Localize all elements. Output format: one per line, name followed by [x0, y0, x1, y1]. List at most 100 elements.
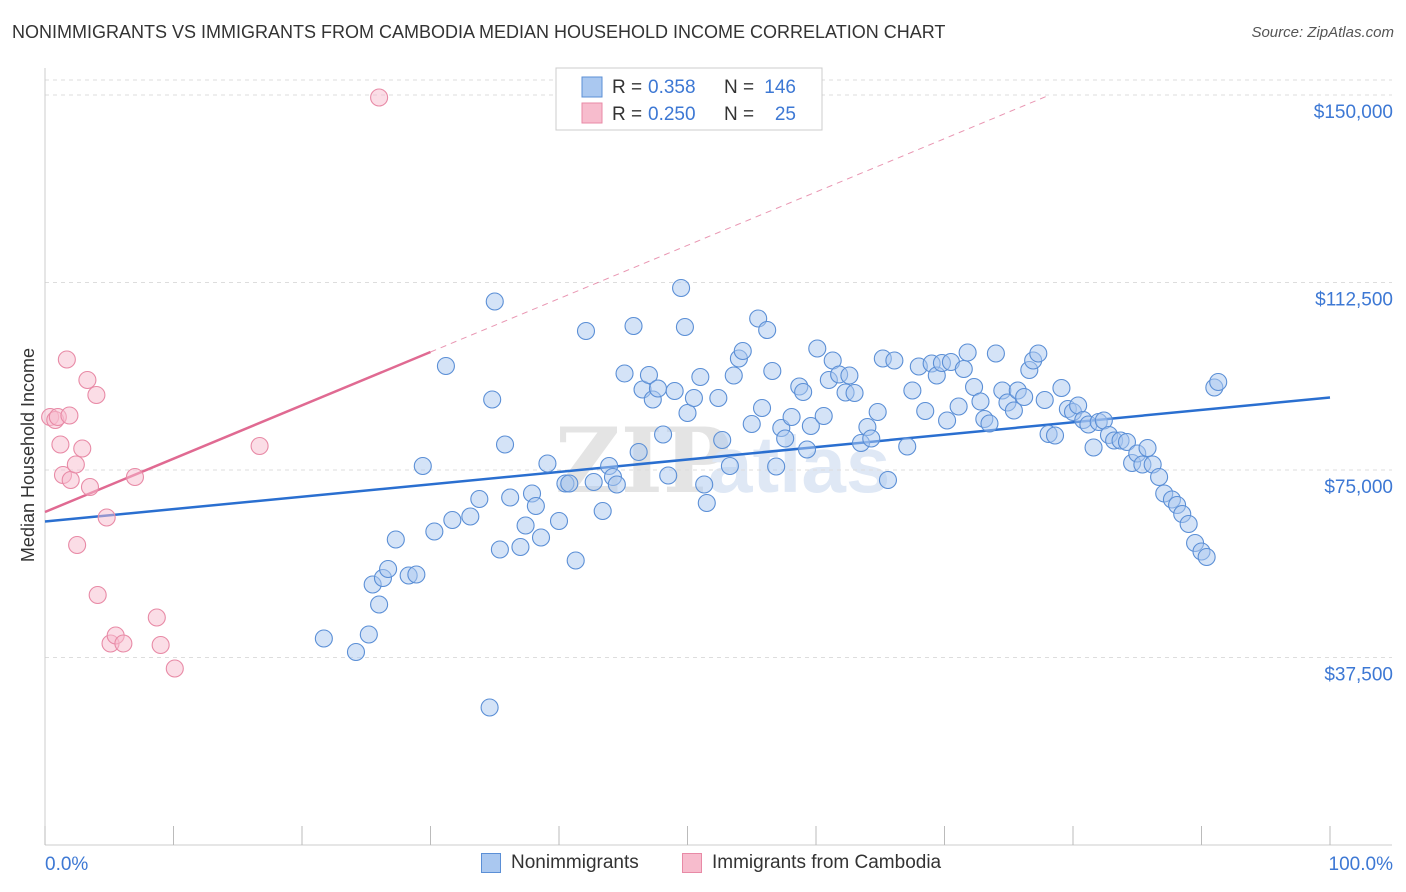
- point-cambodia: [66, 455, 85, 474]
- point-nonimmigrants: [733, 341, 752, 361]
- point-cambodia: [147, 608, 166, 627]
- point-nonimmigrants: [980, 414, 999, 433]
- trend-line-nonimmigrants: [44, 396, 1331, 523]
- point-nonimmigrants: [370, 595, 389, 614]
- point-nonimmigrants: [665, 381, 684, 401]
- legend-r-label-1: R =: [612, 77, 642, 98]
- point-nonimmigrants: [593, 501, 612, 521]
- point-cambodia: [370, 88, 389, 107]
- series-legend: Nonimmigrants Immigrants from Cambodia: [0, 852, 1406, 880]
- point-cambodia: [60, 406, 79, 425]
- point-nonimmigrants: [742, 414, 761, 434]
- point-nonimmigrants: [386, 530, 405, 549]
- point-cambodia: [51, 435, 70, 454]
- point-nonimmigrants: [538, 454, 557, 473]
- y-tick-label: $150,000: [1314, 102, 1393, 123]
- tick-labels: $37,500 $75,000 $112,500 $150,000 0.0% 100.0%: [45, 102, 1393, 875]
- point-nonimmigrants: [776, 429, 795, 448]
- point-cambodia: [165, 659, 184, 678]
- y-tick-label: $112,500: [1315, 290, 1393, 311]
- point-nonimmigrants: [629, 442, 648, 462]
- point-nonimmigrants: [675, 317, 694, 337]
- point-cambodia: [88, 585, 107, 605]
- point-nonimmigrants: [971, 392, 990, 411]
- point-nonimmigrants: [684, 388, 703, 408]
- point-nonimmigrants: [549, 511, 569, 531]
- point-cambodia: [87, 385, 106, 405]
- point-nonimmigrants: [413, 456, 432, 476]
- y-tick-label: $37,500: [1324, 665, 1393, 686]
- legend-swatch-pink: [682, 853, 702, 873]
- data-points: [41, 88, 1228, 717]
- legend-r-label-2: R =: [612, 104, 642, 125]
- point-cambodia: [80, 477, 100, 497]
- point-nonimmigrants: [954, 359, 973, 379]
- point-nonimmigrants: [794, 382, 813, 402]
- point-cambodia: [73, 439, 92, 458]
- point-nonimmigrants: [898, 437, 917, 456]
- point-nonimmigrants: [1029, 344, 1048, 363]
- point-nonimmigrants: [758, 320, 777, 340]
- x-tick-label: 0.0%: [45, 854, 88, 875]
- point-nonimmigrants: [526, 496, 545, 516]
- point-nonimmigrants: [713, 430, 732, 450]
- point-nonimmigrants: [615, 364, 634, 383]
- point-nonimmigrants: [1052, 378, 1071, 398]
- point-nonimmigrants: [697, 493, 716, 513]
- legend-n-label-1: N =: [724, 77, 754, 98]
- point-nonimmigrants: [624, 316, 643, 336]
- point-nonimmigrants: [436, 356, 455, 376]
- legend-label-nonimmigrants: Nonimmigrants: [511, 852, 639, 873]
- point-nonimmigrants: [720, 456, 739, 476]
- point-nonimmigrants: [840, 366, 859, 385]
- point-nonimmigrants: [531, 528, 551, 547]
- legend-n-value-1: 146: [764, 77, 796, 98]
- point-nonimmigrants: [672, 278, 691, 298]
- point-nonimmigrants: [470, 489, 489, 509]
- point-nonimmigrants: [1197, 547, 1216, 567]
- point-nonimmigrants: [490, 540, 509, 559]
- point-nonimmigrants: [314, 629, 333, 648]
- point-cambodia: [57, 350, 76, 369]
- x-tick-label: 100.0%: [1329, 854, 1394, 875]
- point-nonimmigrants: [808, 339, 827, 358]
- point-nonimmigrants: [782, 407, 801, 427]
- point-nonimmigrants: [1117, 432, 1137, 452]
- point-cambodia: [78, 370, 97, 390]
- point-cambodia: [125, 467, 144, 487]
- legend-swatch-blue: [481, 853, 501, 873]
- point-nonimmigrants: [845, 383, 864, 403]
- point-nonimmigrants: [1015, 387, 1034, 407]
- point-nonimmigrants: [724, 366, 743, 385]
- point-nonimmigrants: [1084, 438, 1103, 457]
- point-nonimmigrants: [425, 522, 444, 541]
- point-nonimmigrants: [1179, 514, 1198, 534]
- point-nonimmigrants: [511, 537, 530, 557]
- point-nonimmigrants: [560, 474, 579, 493]
- point-nonimmigrants: [607, 475, 626, 494]
- point-nonimmigrants: [1004, 401, 1023, 420]
- point-nonimmigrants: [346, 642, 366, 662]
- legend-label-cambodia: Immigrants from Cambodia: [712, 852, 942, 873]
- point-nonimmigrants: [814, 406, 833, 426]
- point-nonimmigrants: [379, 559, 398, 579]
- point-nonimmigrants: [461, 507, 480, 526]
- point-nonimmigrants: [903, 381, 922, 400]
- point-nonimmigrants: [885, 351, 904, 370]
- legend-swatch-cambodia: [581, 102, 603, 124]
- point-nonimmigrants: [678, 403, 697, 423]
- y-tick-label: $75,000: [1324, 477, 1393, 498]
- point-nonimmigrants: [659, 466, 678, 485]
- point-nonimmigrants: [654, 425, 673, 444]
- legend-n-label-2: N =: [724, 104, 754, 125]
- point-cambodia: [97, 508, 116, 527]
- point-nonimmigrants: [916, 401, 935, 421]
- point-nonimmigrants: [359, 625, 378, 644]
- point-nonimmigrants: [483, 390, 502, 409]
- trend-line-cambodia: [44, 350, 431, 514]
- point-nonimmigrants: [1209, 372, 1228, 392]
- legend-swatch-nonimmigrants: [581, 76, 603, 98]
- point-nonimmigrants: [516, 516, 535, 535]
- point-nonimmigrants: [566, 551, 585, 570]
- chart-title: NONIMMIGRANTS VS IMMIGRANTS FROM CAMBODI…: [12, 22, 946, 42]
